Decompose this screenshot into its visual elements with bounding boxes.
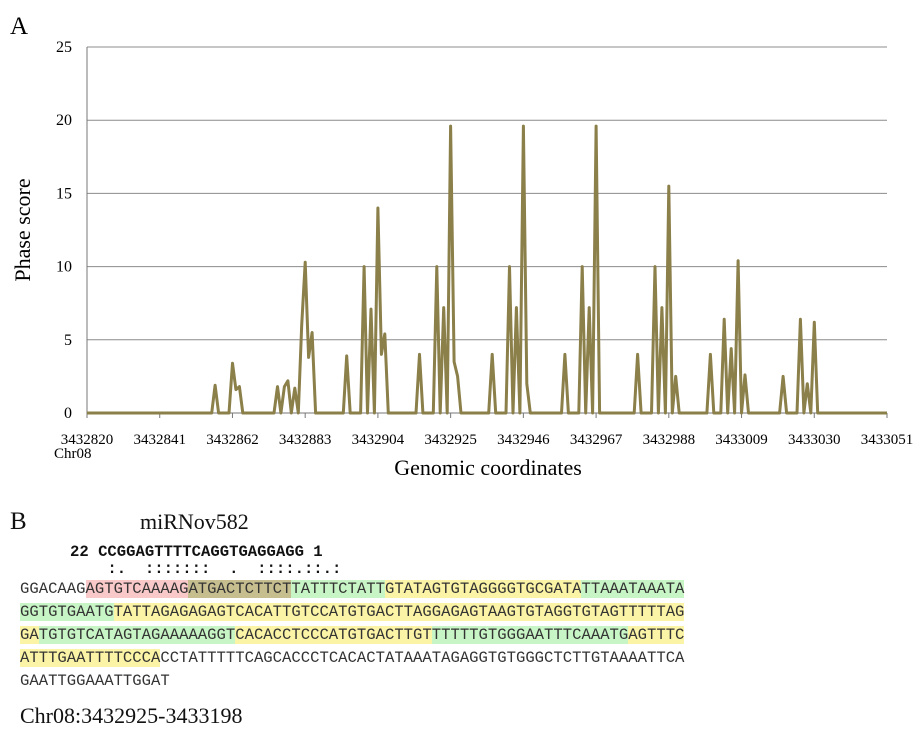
series-lines — [87, 124, 887, 415]
x-axis-chromosome-label: Chr08 — [54, 446, 92, 462]
sequence-segment: AGTGTCAAAAG — [85, 580, 189, 598]
sequence-line: ATTTGAATTTTCCCACCTATTTTTCAGCACCCTCACACTA… — [20, 647, 910, 670]
sequence-segment: TATTAGAGAGAGTCACATTGTCCATGTGACTTAGGAGAGT… — [113, 603, 507, 621]
sequence-segment: AGTTTC — [628, 626, 685, 644]
mirna-name: miRNov582 — [140, 509, 249, 534]
sequence-line: GATGTGTCATAGTAGAAAAAGGTCACACCTCCCATGTGAC… — [20, 624, 910, 647]
x-tick-label: 3433030 — [788, 432, 841, 448]
x-axis-title: Genomic coordinates — [394, 455, 582, 480]
target-sequence: GGACAAGAGTGTCAAAAGATGACTCTTCTTATTTCTATTG… — [20, 578, 910, 693]
sequence-segment: GTATAGTGTAGGGGTGCGATA — [384, 580, 582, 598]
sequence-segment: CACACCTCCCATGTGACTTGT — [235, 626, 432, 644]
x-tick-label: 3432862 — [206, 432, 259, 448]
x-tick-label: 3432904 — [352, 432, 405, 448]
x-tick-label: 3432967 — [570, 432, 623, 448]
panel-b-letter: B — [10, 508, 27, 535]
x-tick-label: 3432883 — [279, 432, 332, 448]
sequence-segment: TGTGTCATAGTAGAAAAAGGT — [38, 626, 236, 644]
coordinate-label: Chr08:3432925-3433198 — [20, 703, 243, 728]
sequence-segment: GTGTAGGTGTAGTTTTTAG — [506, 603, 685, 621]
panel-a-letter: A — [10, 13, 28, 40]
y-tick-label: 15 — [56, 185, 72, 202]
x-tick-labels: 3432820 3432841 3432862 3432883 3432904 34329… — [61, 413, 914, 448]
y-axis-title: Phase score — [10, 178, 35, 281]
x-tick-label: 3432925 — [424, 432, 477, 448]
y-tick-label: 20 — [56, 112, 72, 129]
sequence-segment: TATTTCTATT — [291, 580, 385, 598]
chart-gridlines — [86, 46, 887, 414]
x-tick-label: 3432841 — [133, 432, 186, 448]
y-tick-label: 10 — [56, 259, 72, 276]
x-tick-label: 3432946 — [497, 432, 550, 448]
sequence-line: GGACAAGAGTGTCAAAAGATGACTCTTCTTATTTCTATTG… — [20, 578, 910, 601]
sequence-segment: ATTTGAATTTTCCCA — [20, 649, 161, 667]
phase-score-chart: A 0 5 10 15 20 25 3432820 3432841 3432862 343288… — [10, 13, 914, 480]
y-tick-label: 0 — [64, 405, 72, 422]
y-tick-labels: 0 5 10 15 20 25 — [56, 39, 72, 422]
pairing-line: :. ::::::: . ::::.::.: — [70, 560, 342, 578]
sequence-segment: ATGACTCTTCT — [188, 580, 292, 598]
sequence-segment: GGACAAG — [20, 580, 86, 598]
x-tick-label: 3432820 — [61, 432, 114, 448]
sequence-segment: GGTGTGAATG — [20, 603, 114, 621]
x-tick-label: 3433009 — [715, 432, 768, 448]
x-tick-label: 3433051 — [861, 432, 914, 448]
mirna-sequence: 22 CCGGAGTTTTCAGGTGAGGAGG 1 — [70, 543, 323, 561]
sequence-segment: TTTTTGTGGGAATTTCAAATG — [431, 626, 629, 644]
sequence-segment: GA — [20, 626, 39, 644]
sequence-line: GGTGTGAATGTATTAGAGAGAGTCACATTGTCCATGTGAC… — [20, 601, 910, 624]
sequence-line: GAATTGGAAATTGGAT — [20, 670, 910, 693]
y-tick-label: 5 — [64, 332, 72, 349]
sequence-segment: TTAAATAAATA — [581, 580, 685, 598]
x-tick-label: 3432988 — [643, 432, 696, 448]
sequence-segment: CCTATTTTTCAGCACCCTCACACTATAAATAGAGGTGTGG… — [160, 649, 685, 667]
phase-score-line — [87, 124, 887, 415]
sequence-segment: GAATTGGAAATTGGAT — [20, 672, 170, 690]
y-tick-label: 25 — [56, 39, 72, 56]
